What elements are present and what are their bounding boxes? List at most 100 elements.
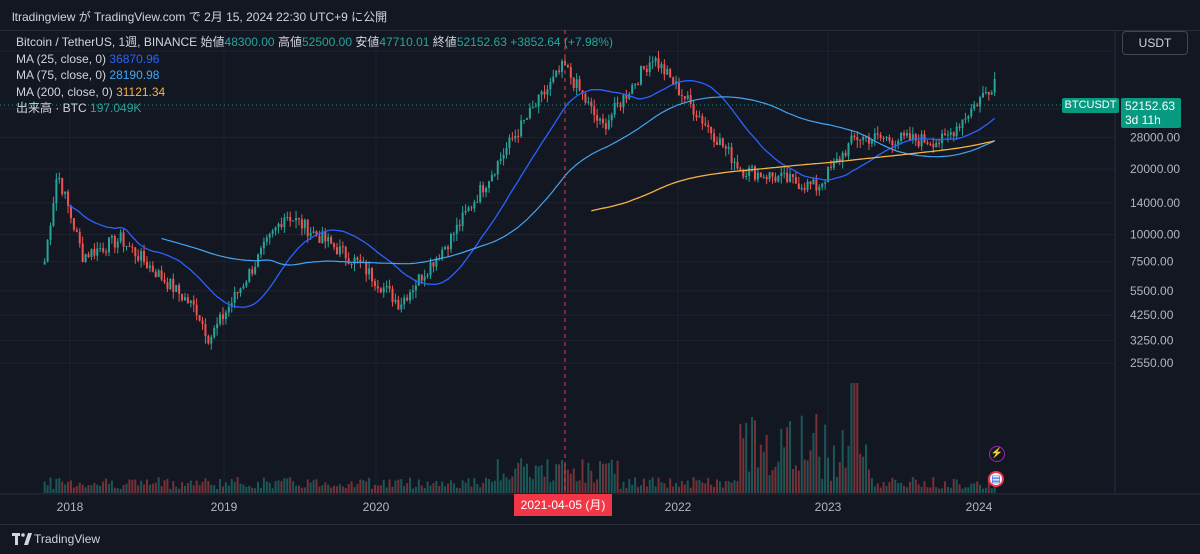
volume-bar bbox=[493, 480, 496, 493]
volume-bar bbox=[601, 463, 604, 493]
candle-body bbox=[835, 158, 838, 162]
time-axis[interactable]: 2018 2019 2020 2022 2023 2024 bbox=[57, 500, 993, 514]
volume-legend[interactable]: 出来高 · BTC 197.049K bbox=[16, 101, 142, 115]
candle-body bbox=[561, 61, 564, 72]
candle-body bbox=[876, 133, 879, 135]
candle-body bbox=[230, 302, 233, 307]
candle-body bbox=[432, 262, 435, 267]
candle-body bbox=[543, 91, 546, 95]
volume-bar bbox=[90, 485, 93, 493]
y-tick-label: 10000.00 bbox=[1130, 227, 1180, 241]
volume-bar bbox=[917, 484, 920, 493]
volume-bar bbox=[64, 484, 67, 493]
volume-bar bbox=[669, 478, 672, 493]
volume-bar bbox=[976, 481, 979, 493]
candle-body bbox=[642, 66, 645, 69]
candle-body bbox=[181, 293, 184, 301]
candle-body bbox=[873, 133, 876, 140]
volume-bar bbox=[911, 477, 914, 493]
candle-body bbox=[815, 179, 818, 191]
volume-bars bbox=[43, 383, 996, 493]
volume-bar bbox=[844, 467, 847, 493]
candle-body bbox=[192, 300, 195, 305]
candle-body bbox=[292, 220, 295, 222]
candle-body bbox=[64, 191, 67, 195]
candle-body bbox=[713, 133, 716, 142]
volume-bar bbox=[593, 482, 596, 493]
candle-body bbox=[932, 144, 935, 148]
candle-body bbox=[759, 172, 762, 178]
candle-body bbox=[832, 161, 835, 168]
crosshair-date-label: 2021-04-05 (月) bbox=[514, 494, 612, 516]
volume-bar bbox=[604, 463, 607, 493]
ma75-legend[interactable]: MA (75, close, 0) 28190.98 bbox=[16, 68, 160, 82]
candle-body bbox=[452, 233, 455, 235]
y-tick-label: 7500.00 bbox=[1130, 255, 1174, 269]
volume-bar bbox=[447, 483, 450, 493]
candle-body bbox=[654, 58, 657, 62]
volume-bar bbox=[315, 479, 318, 493]
currency-button[interactable]: USDT bbox=[1122, 31, 1188, 55]
candle-body bbox=[894, 144, 897, 146]
symbol-label[interactable]: Bitcoin / TetherUS, 1週, BINANCE bbox=[16, 35, 198, 49]
candle-body bbox=[163, 279, 166, 283]
ohlc-row: Bitcoin / TetherUS, 1週, BINANCE 始値48300.… bbox=[16, 35, 613, 49]
volume-bar bbox=[596, 479, 599, 493]
volume-bar bbox=[733, 480, 736, 493]
candle-body bbox=[110, 235, 113, 238]
volume-bar bbox=[61, 481, 64, 493]
volume-bar bbox=[955, 479, 958, 493]
volume-bar bbox=[75, 485, 78, 493]
candle-body bbox=[914, 134, 917, 141]
candle-body bbox=[812, 179, 815, 185]
volume-bar bbox=[847, 445, 850, 493]
volume-bar bbox=[599, 460, 602, 493]
candle-body bbox=[119, 232, 122, 242]
candle-body bbox=[771, 172, 774, 177]
volume-bar bbox=[768, 475, 771, 493]
volume-bar bbox=[286, 478, 289, 493]
candle-body bbox=[143, 250, 146, 262]
candle-body bbox=[783, 172, 786, 174]
candle-body bbox=[43, 261, 46, 265]
candle-body bbox=[411, 290, 414, 293]
volume-bar bbox=[262, 477, 265, 493]
volume-bar bbox=[566, 469, 569, 493]
candle-body bbox=[61, 177, 64, 195]
ma25-legend[interactable]: MA (25, close, 0) 36870.96 bbox=[16, 51, 160, 66]
volume-bar bbox=[309, 482, 312, 493]
volume-bar bbox=[642, 478, 645, 493]
candle-body bbox=[75, 229, 78, 232]
candle-body bbox=[850, 135, 853, 144]
candle-body bbox=[718, 138, 721, 145]
volume-bar bbox=[143, 484, 146, 493]
volume-bar bbox=[534, 465, 537, 493]
volume-bar bbox=[496, 459, 499, 493]
volume-bar bbox=[233, 481, 236, 493]
candle-body bbox=[485, 187, 488, 193]
candle-body bbox=[391, 288, 394, 303]
candle-body bbox=[666, 69, 669, 75]
volume-bar bbox=[52, 488, 55, 493]
ma200-legend[interactable]: MA (200, close, 0) 31121.34 bbox=[16, 84, 166, 99]
bar-countdown: 3d 11h bbox=[1125, 113, 1161, 127]
publish-info: ltradingview が TradingView.com で 2月 15, … bbox=[12, 10, 388, 24]
candle-body bbox=[274, 227, 277, 231]
candle-body bbox=[648, 62, 651, 72]
us-flag-icon[interactable]: ▤ bbox=[988, 471, 1004, 487]
price-chart[interactable]: 70000.0038000.0028000.0020000.0014000.00… bbox=[0, 30, 1200, 524]
candle-body bbox=[344, 246, 347, 259]
candle-body bbox=[236, 292, 239, 294]
volume-bar bbox=[809, 450, 812, 493]
candle-body bbox=[268, 233, 271, 238]
candle-body bbox=[511, 137, 514, 139]
volume-bar bbox=[268, 482, 271, 493]
candle-body bbox=[549, 81, 552, 90]
volume-bar bbox=[879, 487, 882, 493]
candle-body bbox=[806, 181, 809, 190]
candle-body bbox=[663, 64, 666, 75]
lightning-icon[interactable]: ⚡ bbox=[989, 446, 1005, 462]
candle-body bbox=[639, 66, 642, 85]
price-axis[interactable]: 70000.0038000.0028000.0020000.0014000.00… bbox=[1130, 44, 1180, 370]
volume-bar bbox=[400, 479, 403, 493]
